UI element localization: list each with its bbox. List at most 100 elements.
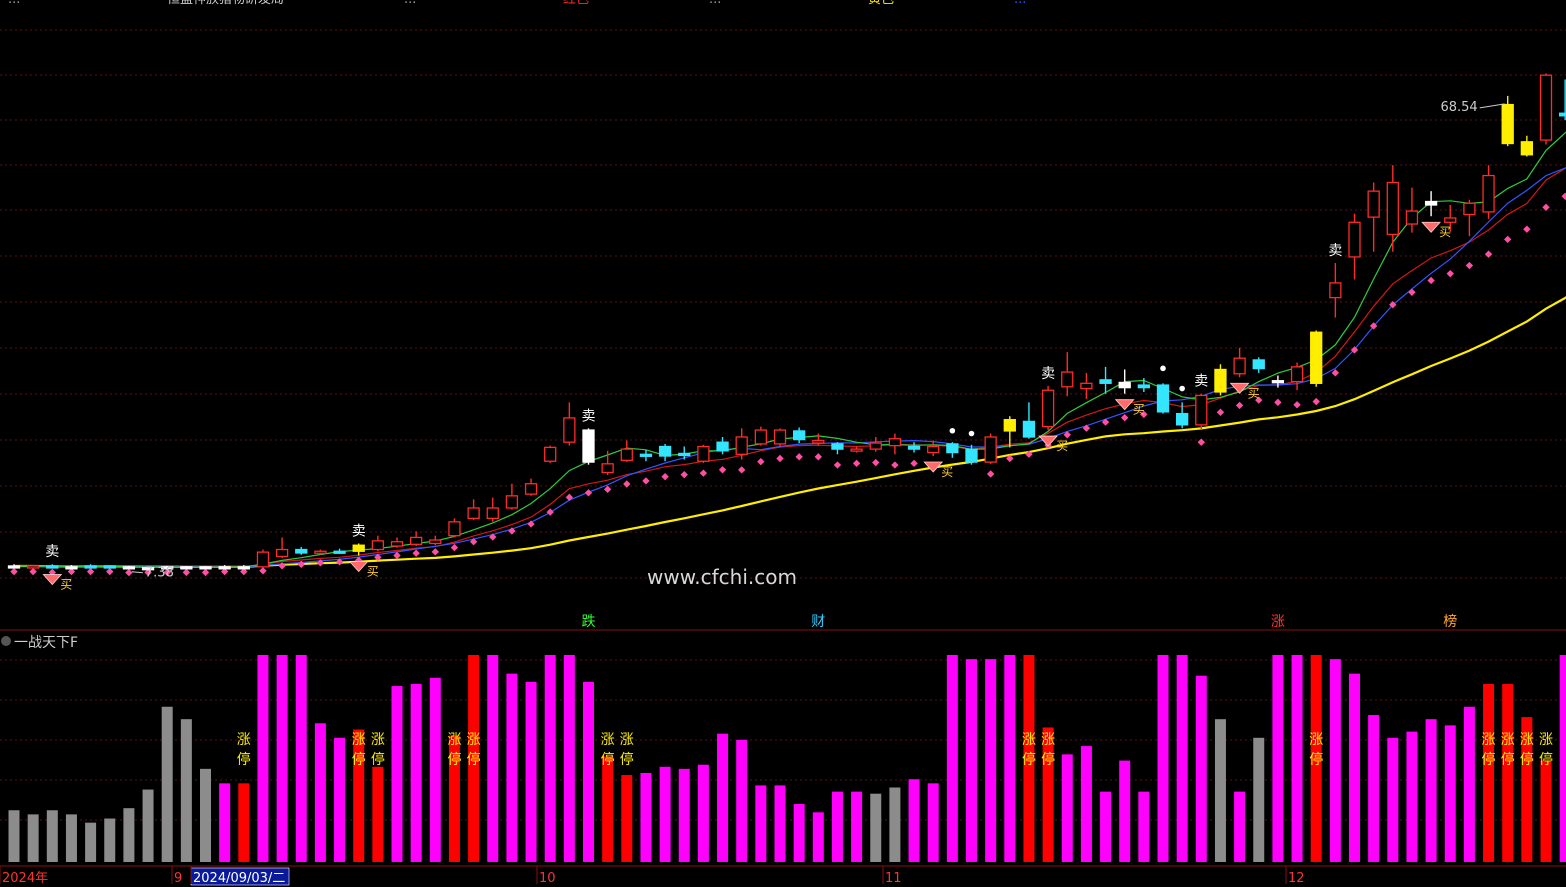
- indicator-header[interactable]: 一战天下F: [1, 635, 78, 651]
- indicator-bar[interactable]: [1234, 791, 1246, 862]
- indicator-bar[interactable]: [1349, 673, 1360, 862]
- candle[interactable]: [601, 450, 614, 476]
- candlestick-series[interactable]: [7, 39, 1566, 571]
- indicator-bar[interactable]: [295, 655, 307, 862]
- candle[interactable]: [869, 436, 882, 452]
- candle[interactable]: [1022, 402, 1036, 439]
- indicator-bar[interactable]: [180, 719, 192, 862]
- candle[interactable]: [1444, 204, 1457, 232]
- candle[interactable]: [1156, 383, 1170, 414]
- indicator-bar[interactable]: [372, 766, 384, 862]
- indicator-bar[interactable]: [1291, 655, 1303, 862]
- indicator-bar[interactable]: [65, 814, 77, 862]
- candle[interactable]: [831, 442, 844, 455]
- candle[interactable]: [122, 565, 136, 570]
- indicator-bar[interactable]: [46, 810, 58, 862]
- candle[interactable]: [1463, 199, 1476, 237]
- candle[interactable]: [1080, 372, 1093, 399]
- candle[interactable]: [716, 436, 729, 455]
- indicator-bar[interactable]: [870, 793, 882, 862]
- indicator-bar[interactable]: [27, 814, 39, 862]
- indicator-bar[interactable]: [468, 655, 480, 862]
- indicator-bar[interactable]: [142, 789, 154, 862]
- indicator-bar[interactable]: [104, 818, 116, 862]
- candle[interactable]: [333, 548, 346, 554]
- candle[interactable]: [888, 433, 902, 455]
- indicator-bar[interactable]: [1310, 655, 1322, 862]
- candle[interactable]: [84, 564, 97, 569]
- candle[interactable]: [467, 499, 480, 521]
- indicator-bar[interactable]: [1502, 683, 1514, 862]
- candle[interactable]: [1233, 347, 1246, 378]
- indicator-bar[interactable]: [736, 739, 748, 862]
- candle[interactable]: [1501, 95, 1514, 147]
- candle[interactable]: [773, 428, 787, 448]
- indicator-bar[interactable]: [966, 659, 977, 862]
- candle[interactable]: [352, 543, 365, 556]
- candle[interactable]: [697, 444, 710, 463]
- indicator-bar[interactable]: [812, 812, 824, 862]
- indicator-bar[interactable]: [429, 677, 441, 862]
- indicator-bar[interactable]: [219, 783, 231, 862]
- candle[interactable]: [658, 443, 672, 462]
- candle[interactable]: [524, 478, 538, 496]
- indicator-bar[interactable]: [640, 772, 652, 862]
- indicator-bar[interactable]: [946, 655, 958, 862]
- indicator-bar[interactable]: [1119, 760, 1131, 862]
- candle[interactable]: [141, 566, 155, 571]
- indicator-bar[interactable]: [544, 655, 556, 862]
- indicator-bar[interactable]: [506, 673, 518, 862]
- candle[interactable]: [907, 442, 921, 453]
- indicator-bar[interactable]: [1272, 655, 1284, 862]
- indicator-bar[interactable]: [1080, 746, 1092, 862]
- indicator-bar[interactable]: [238, 783, 250, 862]
- indicator-bar[interactable]: [583, 681, 594, 862]
- indicator-bar[interactable]: [1042, 727, 1054, 862]
- candle[interactable]: [275, 537, 289, 559]
- indicator-bar[interactable]: [1253, 737, 1265, 862]
- candle[interactable]: [295, 546, 308, 555]
- candle[interactable]: [1329, 262, 1342, 318]
- indicator-bar[interactable]: [1023, 655, 1035, 862]
- indicator-bar[interactable]: [563, 655, 575, 862]
- candle[interactable]: [1367, 182, 1380, 252]
- candle[interactable]: [1003, 416, 1016, 448]
- indicator-bar[interactable]: [1138, 791, 1150, 862]
- indicator-bar[interactable]: [908, 779, 920, 862]
- candle[interactable]: [1348, 213, 1361, 280]
- candle[interactable]: [237, 565, 250, 570]
- indicator-bar[interactable]: [851, 791, 863, 862]
- indicator-bar[interactable]: [774, 785, 786, 862]
- indicator-bar[interactable]: [659, 766, 671, 862]
- candle[interactable]: [1118, 369, 1131, 394]
- candle[interactable]: [544, 445, 557, 463]
- indicator-bar[interactable]: [1061, 754, 1073, 862]
- indicator-bar[interactable]: [1540, 760, 1552, 862]
- candle[interactable]: [65, 565, 78, 570]
- candle[interactable]: [927, 440, 940, 457]
- indicator-bar[interactable]: [448, 735, 460, 862]
- candle[interactable]: [180, 565, 193, 570]
- candle[interactable]: [1137, 378, 1150, 392]
- indicator-bar[interactable]: [1406, 731, 1418, 862]
- candle[interactable]: [256, 549, 270, 568]
- indicator-bar[interactable]: [85, 822, 97, 862]
- candle[interactable]: [582, 428, 595, 465]
- indicator-bar[interactable]: [985, 659, 997, 862]
- candle[interactable]: [486, 497, 499, 522]
- candle[interactable]: [793, 427, 806, 444]
- candle[interactable]: [1176, 402, 1189, 429]
- indicator-bar[interactable]: [391, 686, 403, 862]
- candle[interactable]: [199, 565, 212, 570]
- indicator-bar[interactable]: [353, 729, 365, 862]
- candle[interactable]: [1520, 135, 1533, 157]
- candle[interactable]: [1061, 352, 1074, 397]
- candle[interactable]: [678, 446, 691, 460]
- indicator-bar[interactable]: [525, 681, 537, 862]
- candle[interactable]: [46, 564, 59, 569]
- indicator-bar[interactable]: [257, 655, 269, 862]
- candle[interactable]: [735, 428, 748, 460]
- indicator-bar[interactable]: [697, 764, 709, 862]
- candle[interactable]: [1310, 330, 1323, 387]
- indicator-bar[interactable]: [1329, 659, 1341, 862]
